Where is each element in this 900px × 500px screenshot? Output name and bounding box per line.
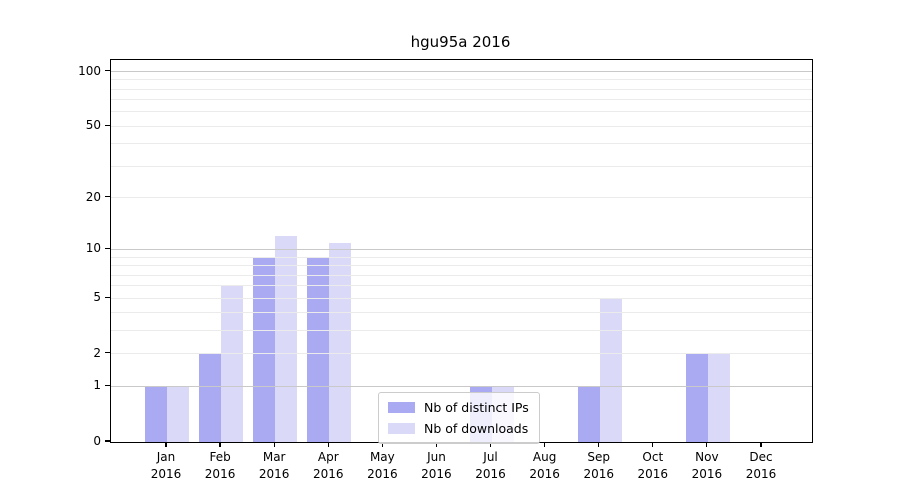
legend-label-distinct-ips: Nb of distinct IPs: [424, 400, 529, 415]
y-tick-mark-50: [105, 124, 110, 126]
y-tick-label-2: 2: [93, 345, 101, 360]
y-tick-label-1: 1: [93, 378, 101, 393]
x-tick-mark-jun: [435, 442, 438, 447]
x-tick-mark-jul: [489, 442, 492, 447]
gridline-y-100: [111, 71, 812, 72]
x-tick-mark-aug: [544, 442, 546, 447]
x-tick-mark-apr: [327, 442, 329, 447]
x-tick-mark-mar: [273, 442, 275, 447]
x-tick-label-nov: Nov 2016: [691, 450, 723, 481]
gridline-y-90: [111, 79, 812, 81]
x-tick-mark-feb: [219, 442, 221, 447]
y-tick-label-0: 0: [93, 434, 101, 448]
bar-feb-downloads: [221, 285, 244, 442]
gridline-y-8: [111, 265, 812, 267]
x-tick-label-feb: Feb 2016: [204, 450, 236, 481]
x-tick-mark-may: [381, 442, 383, 447]
legend-item-downloads: Nb of downloads: [388, 421, 529, 436]
y-tick-label-50: 50: [85, 118, 101, 133]
legend-item-distinct-ips: Nb of distinct IPs: [388, 400, 529, 415]
gridline-y-6: [111, 285, 812, 287]
y-tick-mark-5: [105, 296, 110, 298]
bar-nov-downloads: [707, 353, 730, 442]
x-tick-label-apr: Apr 2016: [312, 450, 344, 481]
plot-area: Nb of distinct IPs Nb of downloads: [110, 59, 813, 444]
gridline-y-10: [111, 248, 812, 250]
bar-mar-downloads: [275, 236, 298, 442]
x-tick-mark-nov: [706, 442, 708, 447]
bar-jan-distinct-ips: [145, 386, 167, 442]
x-tick-label-dec: Dec 2016: [745, 450, 777, 481]
y-tick-mark-2: [105, 352, 110, 354]
bar-feb-distinct-ips: [199, 353, 222, 442]
gridline-y-7: [111, 274, 812, 276]
x-tick-label-may: May 2016: [367, 450, 398, 481]
bar-apr-distinct-ips: [307, 257, 330, 442]
y-tick-mark-100: [105, 69, 110, 72]
gridline-y-60: [111, 111, 812, 113]
legend: Nb of distinct IPs Nb of downloads: [378, 392, 540, 444]
x-tick-label-sep: Sep 2016: [583, 450, 614, 481]
gridline-y-40: [111, 143, 812, 145]
x-tick-label-jun: Jun 2016: [421, 450, 452, 481]
x-tick-mark-dec: [760, 442, 762, 447]
bar-mar-distinct-ips: [253, 257, 276, 442]
y-tick-mark-0: [105, 440, 110, 442]
bar-sep-distinct-ips: [577, 386, 600, 442]
gridline-y-9: [111, 256, 812, 258]
bar-sep-downloads: [599, 298, 622, 442]
legend-swatch-downloads: [388, 423, 415, 434]
gridline-y-5: [111, 297, 812, 299]
gridline-y-30: [111, 165, 812, 167]
y-tick-label-100: 100: [78, 63, 101, 78]
legend-label-downloads: Nb of downloads: [424, 421, 529, 436]
y-tick-label-20: 20: [85, 189, 101, 204]
gridline-y-4: [111, 312, 812, 314]
y-tick-label-10: 10: [85, 241, 101, 256]
x-tick-mark-jan: [165, 442, 167, 447]
y-tick-label-5: 5: [93, 290, 101, 305]
y-tick-mark-10: [105, 247, 110, 250]
bar-jan-downloads: [167, 386, 189, 442]
legend-swatch-distinct-ips: [388, 402, 415, 413]
x-tick-mark-sep: [598, 442, 600, 447]
y-tick-mark-1: [105, 384, 110, 386]
x-tick-label-oct: Oct 2016: [637, 450, 669, 481]
gridline-y-3: [111, 330, 812, 332]
bar-nov-distinct-ips: [685, 353, 708, 442]
x-tick-mark-oct: [652, 442, 654, 447]
y-tick-mark-20: [105, 195, 110, 198]
gridline-y-20: [111, 197, 812, 199]
x-tick-label-jul: Jul 2016: [475, 450, 506, 481]
gridline-y-50: [111, 125, 812, 127]
x-tick-label-mar: Mar 2016: [258, 450, 290, 481]
x-tick-label-jan: Jan 2016: [150, 450, 182, 481]
gridline-y-80: [111, 88, 812, 90]
gridline-y-70: [111, 99, 812, 101]
x-tick-label-aug: Aug 2016: [529, 450, 560, 481]
bar-apr-downloads: [329, 242, 352, 442]
chart-title: hgu95a 2016: [410, 33, 511, 51]
